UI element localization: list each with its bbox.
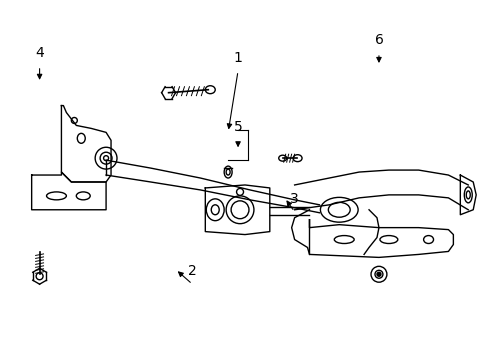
Text: 3: 3 bbox=[290, 192, 299, 206]
Ellipse shape bbox=[377, 272, 381, 276]
Text: 5: 5 bbox=[234, 120, 243, 134]
Text: 4: 4 bbox=[35, 46, 44, 60]
Text: 1: 1 bbox=[234, 51, 243, 65]
Text: 2: 2 bbox=[188, 264, 197, 278]
Text: 6: 6 bbox=[374, 33, 383, 47]
